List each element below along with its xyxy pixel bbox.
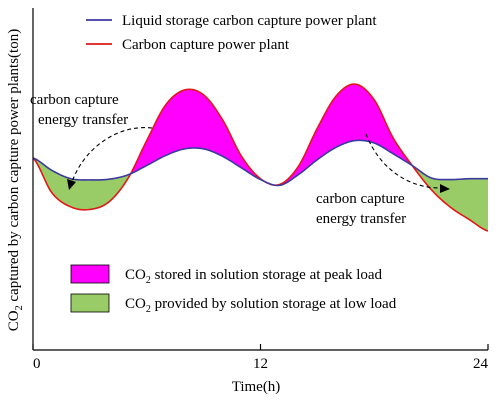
annotation-left-arrowhead <box>67 179 76 190</box>
annotation-right-line2: energy transfer <box>316 211 406 227</box>
x-ticks: 0 12 24 <box>32 344 489 372</box>
legend-label-peak-fill: CO2 stored in solution storage at peak l… <box>125 267 383 286</box>
fill-areas <box>33 84 488 232</box>
low-fill-area <box>33 157 130 210</box>
legend-label-carbon-capture: Carbon capture power plant <box>122 37 290 53</box>
x-tick-label: 0 <box>33 356 41 372</box>
x-tick-label: 24 <box>473 356 489 372</box>
series-lines <box>33 83 488 232</box>
legend-swatch-low-fill <box>70 293 110 313</box>
peak-fill-area <box>273 84 413 186</box>
legend-label-low-fill: CO2 provided by solution storage at low … <box>125 296 397 315</box>
annotation-right: carbon capture energy transfer <box>316 133 450 227</box>
y-axis-label: CO2 captured by carbon capture power pla… <box>6 29 25 331</box>
peak-fill-area <box>129 89 264 182</box>
annotation-left: carbon capture energy transfer <box>30 92 153 190</box>
annotation-left-arrow <box>71 127 153 183</box>
x-axis-label: Time(h) <box>232 379 281 395</box>
legend-label-liquid-storage: Liquid storage carbon capture power plan… <box>122 13 377 29</box>
annotation-right-arrow <box>365 133 441 189</box>
annotation-left-line1: carbon capture <box>30 92 119 108</box>
fill-legend: CO2 stored in solution storage at peak l… <box>70 264 397 315</box>
annotation-left-line2: energy transfer <box>38 112 128 128</box>
line-legend: Liquid storage carbon capture power plan… <box>86 13 377 53</box>
x-tick-label: 12 <box>253 356 268 372</box>
annotation-right-line1: carbon capture <box>316 191 405 207</box>
series-line-liquid-storage <box>33 139 488 187</box>
annotation-right-arrowhead <box>440 184 450 193</box>
low-fill-area <box>412 165 488 232</box>
legend-swatch-peak-fill <box>70 264 110 284</box>
